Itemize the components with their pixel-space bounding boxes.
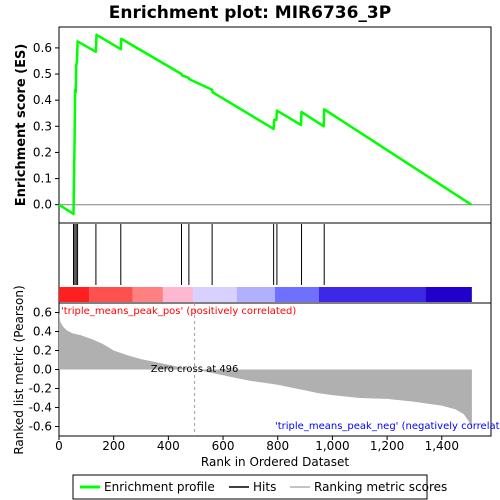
legend-hits-label: Hits — [253, 480, 276, 494]
metric-y-tick-label: 0.2 — [33, 344, 52, 358]
legend-enrichment-label: Enrichment profile — [104, 480, 215, 494]
enrichment-profile-line — [58, 33, 472, 216]
x-axis: 0 200 400 600 800 1,000 1,200 1,400 — [55, 436, 459, 453]
x-tick-label: 400 — [157, 439, 180, 453]
x-tick-label: 800 — [266, 439, 289, 453]
x-tick-label: 1,200 — [370, 439, 404, 453]
rank-color-segment — [162, 287, 193, 302]
rank-color-segment — [132, 287, 163, 302]
metric-y-tick-label: 0.0 — [33, 363, 52, 377]
metric-y-tick-label: -0.6 — [29, 420, 52, 434]
metric-y-axis-label: Ranked list metric (Pearson) — [12, 285, 26, 454]
x-tick-label: 200 — [102, 439, 125, 453]
metric-y-tick-label: -0.4 — [29, 401, 52, 415]
metric-y-tick-label: -0.2 — [29, 382, 52, 396]
es-y-tick-label: 0.0 — [33, 198, 52, 212]
legend-box — [72, 474, 428, 500]
es-y-tick-label: 0.4 — [33, 93, 52, 107]
x-tick-label: 1,400 — [425, 439, 459, 453]
rank-color-segment — [318, 287, 426, 302]
rank-color-segment — [236, 287, 275, 302]
chart-title: Enrichment plot: MIR6736_3P — [109, 3, 391, 23]
metric-y-tick-label: 0.4 — [33, 325, 52, 339]
x-tick-label: 600 — [212, 439, 235, 453]
es-y-tick-label: 0.2 — [33, 145, 52, 159]
metric-y-tick-label: 0.6 — [33, 306, 52, 320]
hits-panel — [59, 224, 472, 302]
es-y-tick-label: 0.6 — [33, 41, 52, 55]
legend: Enrichment profile Hits Ranking metric s… — [72, 474, 447, 500]
ranking-metric-area — [59, 312, 472, 430]
metric-panel: 0.6 0.4 0.2 0.0 -0.2 -0.4 -0.6 — [29, 303, 472, 436]
es-y-tick-label: 0.1 — [33, 172, 52, 186]
x-tick-label: 0 — [55, 439, 63, 453]
es-y-tick-label: 0.5 — [33, 67, 52, 81]
es-panel: 0.0 0.1 0.2 0.3 0.4 0.5 0.6 — [33, 33, 491, 216]
es-y-axis-label: Enrichment score (ES) — [14, 44, 29, 207]
es-y-tick-label: 0.3 — [33, 119, 52, 133]
x-tick-label: 1,000 — [315, 439, 349, 453]
rank-color-segment — [89, 287, 133, 302]
x-axis-label: Rank in Ordered Dataset — [201, 455, 349, 469]
pos-correlation-label: 'triple_means_peak_pos' (positively corr… — [61, 306, 296, 317]
rank-color-segment — [192, 287, 237, 302]
rank-color-segment — [425, 287, 472, 302]
legend-metric-label: Ranking metric scores — [314, 480, 447, 494]
rank-color-segment — [275, 287, 319, 302]
zero-cross-label: Zero cross at 496 — [151, 364, 239, 375]
neg-correlation-label: 'triple_means_peak_neg' (negatively corr… — [275, 421, 500, 432]
rank-color-segment — [59, 287, 90, 302]
